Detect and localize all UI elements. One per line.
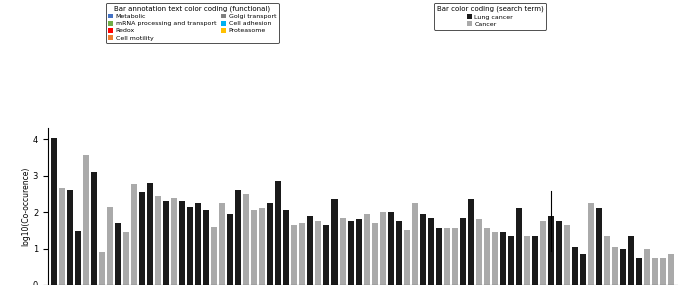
Bar bbox=[267, 203, 274, 285]
Bar bbox=[508, 236, 514, 285]
Bar bbox=[283, 210, 289, 285]
Bar bbox=[380, 212, 386, 285]
Bar bbox=[395, 221, 402, 285]
Bar bbox=[51, 139, 57, 285]
Bar bbox=[604, 236, 609, 285]
Bar bbox=[196, 203, 201, 285]
Bar bbox=[635, 258, 642, 285]
Bar bbox=[235, 190, 241, 285]
Bar bbox=[499, 232, 505, 285]
Bar bbox=[652, 258, 658, 285]
Legend: Lung cancer, Cancer: Lung cancer, Cancer bbox=[434, 3, 546, 30]
Bar bbox=[291, 225, 298, 285]
Bar bbox=[172, 198, 177, 285]
Bar bbox=[324, 225, 330, 285]
Bar bbox=[220, 203, 226, 285]
Bar bbox=[620, 249, 626, 285]
Bar bbox=[356, 219, 362, 285]
Bar bbox=[308, 216, 313, 285]
Bar bbox=[107, 207, 114, 285]
Bar bbox=[564, 225, 570, 285]
Bar bbox=[147, 183, 153, 285]
Bar bbox=[548, 216, 553, 285]
Bar bbox=[75, 231, 81, 285]
Bar bbox=[347, 221, 354, 285]
Bar bbox=[484, 229, 490, 285]
Bar bbox=[339, 217, 345, 285]
Bar bbox=[531, 236, 538, 285]
Bar bbox=[244, 194, 250, 285]
Bar bbox=[179, 201, 185, 285]
Legend: Metabolic, mRNA processing and transport, Redox, Cell motility, Golgi transport,: Metabolic, mRNA processing and transport… bbox=[106, 3, 278, 43]
Bar bbox=[187, 207, 194, 285]
Bar bbox=[155, 196, 161, 285]
Bar bbox=[91, 172, 97, 285]
Bar bbox=[300, 223, 306, 285]
Bar bbox=[131, 184, 137, 285]
Bar bbox=[668, 254, 674, 285]
Bar bbox=[596, 208, 602, 285]
Bar bbox=[252, 210, 257, 285]
Bar bbox=[436, 229, 442, 285]
Bar bbox=[579, 254, 586, 285]
Bar bbox=[371, 223, 378, 285]
Bar bbox=[67, 190, 73, 285]
Bar bbox=[660, 258, 666, 285]
Bar bbox=[404, 230, 410, 285]
Bar bbox=[468, 199, 473, 285]
Bar bbox=[419, 214, 425, 285]
Bar bbox=[524, 236, 529, 285]
Bar bbox=[451, 229, 458, 285]
Bar bbox=[163, 201, 170, 285]
Bar bbox=[628, 236, 634, 285]
Bar bbox=[203, 210, 209, 285]
Bar bbox=[460, 217, 466, 285]
Bar bbox=[644, 249, 650, 285]
Bar bbox=[123, 232, 129, 285]
Bar bbox=[611, 247, 618, 285]
Bar bbox=[444, 229, 449, 285]
Bar bbox=[332, 199, 337, 285]
Bar bbox=[259, 208, 265, 285]
Bar bbox=[211, 227, 218, 285]
Bar bbox=[363, 214, 369, 285]
Bar bbox=[555, 221, 562, 285]
Bar bbox=[227, 214, 233, 285]
Bar bbox=[276, 181, 281, 285]
Bar bbox=[412, 203, 417, 285]
Bar bbox=[99, 252, 105, 285]
Bar bbox=[428, 217, 434, 285]
Bar bbox=[140, 192, 146, 285]
Bar bbox=[60, 188, 65, 285]
Bar bbox=[388, 212, 393, 285]
Y-axis label: log10(Co-occurence): log10(Co-occurence) bbox=[21, 167, 30, 246]
Bar bbox=[492, 232, 498, 285]
Bar bbox=[83, 155, 90, 285]
Bar bbox=[540, 221, 546, 285]
Bar bbox=[116, 223, 121, 285]
Bar bbox=[516, 208, 522, 285]
Bar bbox=[315, 221, 321, 285]
Bar bbox=[475, 219, 482, 285]
Bar bbox=[572, 247, 578, 285]
Bar bbox=[588, 203, 594, 285]
